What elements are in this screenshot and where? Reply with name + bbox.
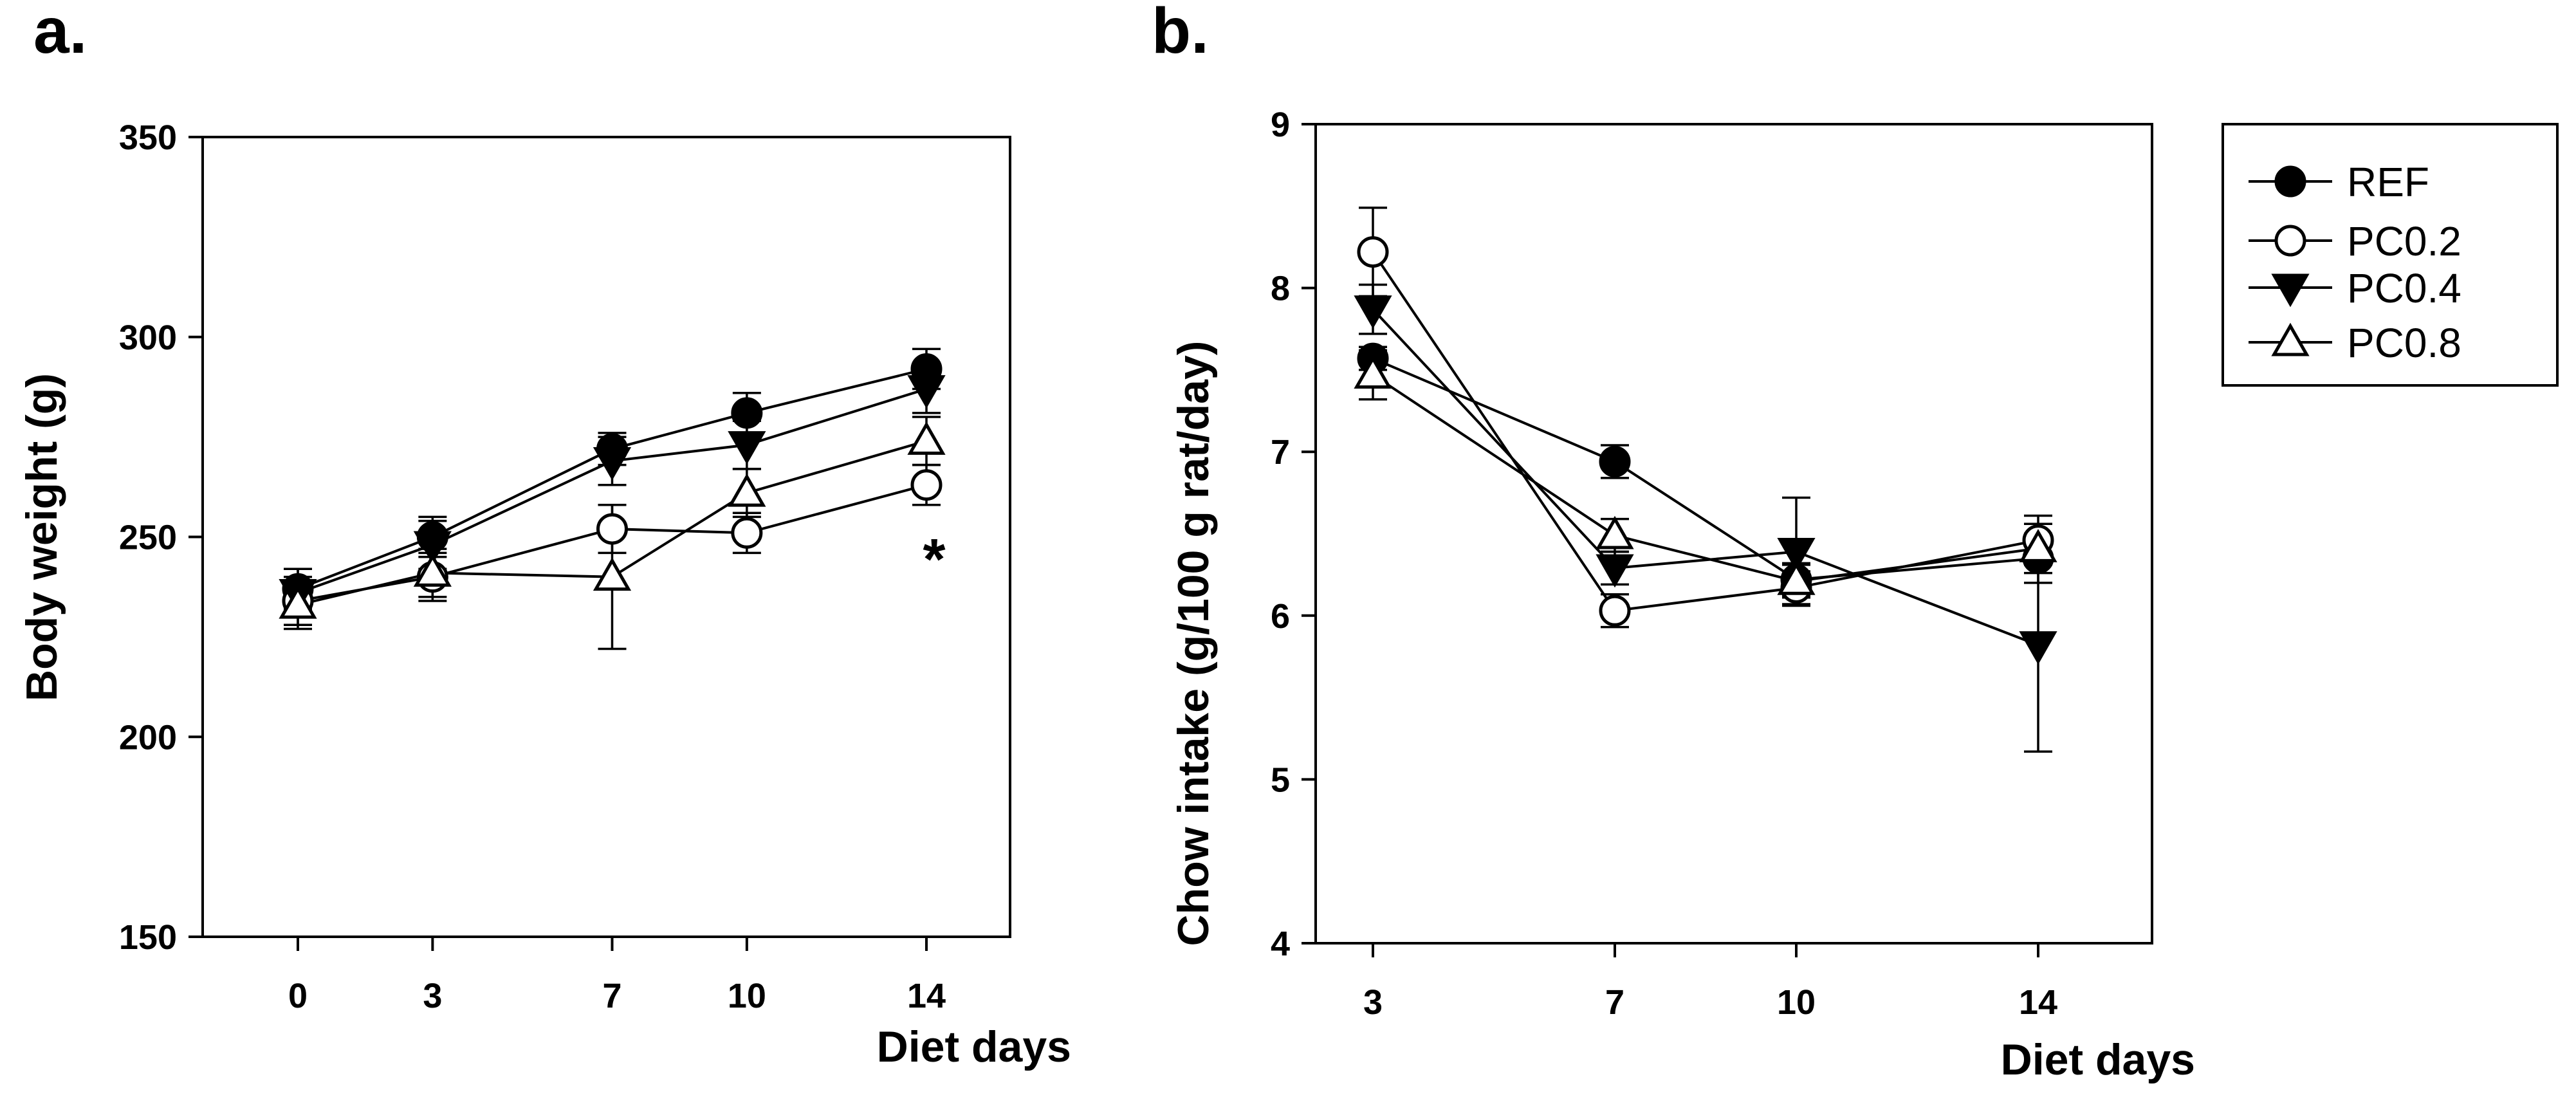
legend-item-pc0-4: PC0.4: [2249, 265, 2461, 311]
legend-marker-pc0-4: [2271, 273, 2310, 308]
panel-b-x-tick-label: 10: [1777, 983, 1816, 1022]
legend-label-pc0-2: PC0.2: [2347, 218, 2461, 264]
panel-b-point-pc0-2: [1357, 236, 1389, 268]
panel-a-x-axis-label: Diet days: [877, 1022, 1071, 1071]
panel-a-point-pc0-8: [728, 473, 766, 507]
panel-b-point-pc0-4: [1354, 295, 1392, 329]
panel-a-chart: a. Body weight (g) Diet days * 150 200 250…: [17, 0, 1071, 1071]
panel-b-y-tick-label: 9: [1271, 106, 1290, 144]
panel-b-x-tick-label: 3: [1363, 983, 1383, 1022]
legend-item-pc0-2: PC0.2: [2249, 218, 2461, 264]
panel-b-markers-pc0-4: [1354, 295, 2057, 665]
panel-b-x-axis-label: Diet days: [2001, 1035, 2195, 1084]
panel-b-chart: b. Chow intake (g/100 g rat/day) Diet da…: [1152, 0, 2195, 1084]
legend-label-pc0-8: PC0.8: [2347, 320, 2461, 366]
panel-a-point-pc0-2: [910, 469, 943, 501]
panel-b-y-tick-label: 5: [1271, 760, 1290, 799]
panel-b-point-pc0-2: [1599, 594, 1631, 627]
panel-a-significance-annotation: *: [923, 528, 945, 592]
panel-b-letter: b.: [1152, 0, 1209, 67]
panel-b-series-line-pc0-4: [1372, 308, 2039, 647]
panel-b-y-tick-label: 7: [1271, 433, 1290, 472]
panel-b-markers-pc0-8: [1354, 355, 2057, 595]
legend-marker-pc0-2: [2274, 225, 2306, 257]
panel-b-x-tick-label: 14: [2019, 983, 2057, 1022]
panel-a-point-pc0-4: [728, 431, 766, 465]
panel-b-point-pc0-8: [1596, 515, 1634, 549]
panel-a-point-pc0-8: [907, 421, 946, 455]
panel-a-x-tick-label: 10: [728, 977, 766, 1015]
panel-a-y-tick-label: 350: [119, 118, 177, 157]
panel-b-point-pc0-4: [1777, 538, 1816, 571]
panel-b-x-tick-label: 7: [1605, 983, 1624, 1022]
panel-b-y-tick-label: 8: [1271, 270, 1290, 308]
panel-b-point-pc0-8: [2019, 529, 2057, 562]
legend-marker-ref: [2274, 165, 2306, 198]
panel-a-x-tick-label: 14: [907, 977, 946, 1015]
panel-b-y-tick-label: 4: [1271, 925, 1290, 963]
panel-b-markers-ref: [1357, 342, 2054, 596]
legend-marker-pc0-8: [2271, 322, 2310, 356]
panel-b-y-axis-label: Chow intake (g/100 g rat/day): [1169, 341, 1218, 946]
panel-b-point-pc0-8: [1777, 561, 1816, 595]
panel-a-point-pc0-8: [593, 557, 632, 591]
panel-b-series-pc0-2: [1359, 207, 2052, 629]
panel-a-point-pc0-4: [907, 375, 946, 409]
panel-b-y-tick-label: 6: [1271, 597, 1290, 636]
panel-b-point-pc0-4: [1596, 554, 1634, 588]
panel-a-point-pc0-4: [593, 447, 632, 481]
panel-a-y-tick-label: 300: [119, 318, 177, 357]
panel-a-markers-pc0-4: [279, 375, 946, 613]
legend-item-ref: REF: [2249, 159, 2429, 205]
panel-b-series-line-pc0-8: [1372, 373, 2039, 583]
panel-b-series-pc0-4: [1359, 283, 2052, 753]
panel-b-point-pc0-8: [1354, 355, 1392, 389]
panel-a-x-tick-label: 7: [602, 977, 621, 1015]
panel-b-series-line-pc0-2: [1372, 251, 2039, 613]
panel-a-y-axis-label: Body weight (g): [17, 373, 66, 701]
panel-a-y-tick-label: 250: [119, 519, 177, 557]
legend-item-pc0-8: PC0.8: [2249, 320, 2461, 366]
panel-a-point-pc0-2: [596, 513, 628, 545]
panel-b-plot-frame: [1314, 123, 2153, 945]
panel-b-point-pc0-4: [2019, 631, 2057, 665]
panel-a-y-tick-label: 150: [119, 918, 177, 957]
panel-b-series-line-ref: [1372, 357, 2039, 581]
panel-a-point-pc0-8: [413, 553, 452, 587]
panel-b-point-ref: [1599, 445, 1631, 477]
panel-a-point-pc0-4: [413, 531, 452, 565]
panel-a-markers-pc0-8: [279, 421, 946, 619]
panel-a-x-tick-label: 3: [423, 977, 442, 1015]
panel-a-point-ref: [731, 397, 763, 429]
legend-label-pc0-4: PC0.4: [2347, 265, 2461, 311]
panel-a-letter: a.: [33, 0, 87, 67]
panel-a-y-tick-label: 200: [119, 718, 177, 757]
panel-a-point-pc0-8: [279, 585, 317, 619]
panel-a-point-pc0-2: [731, 517, 763, 549]
panel-a-x-tick-label: 0: [288, 977, 308, 1015]
legend-label-ref: REF: [2347, 159, 2429, 205]
